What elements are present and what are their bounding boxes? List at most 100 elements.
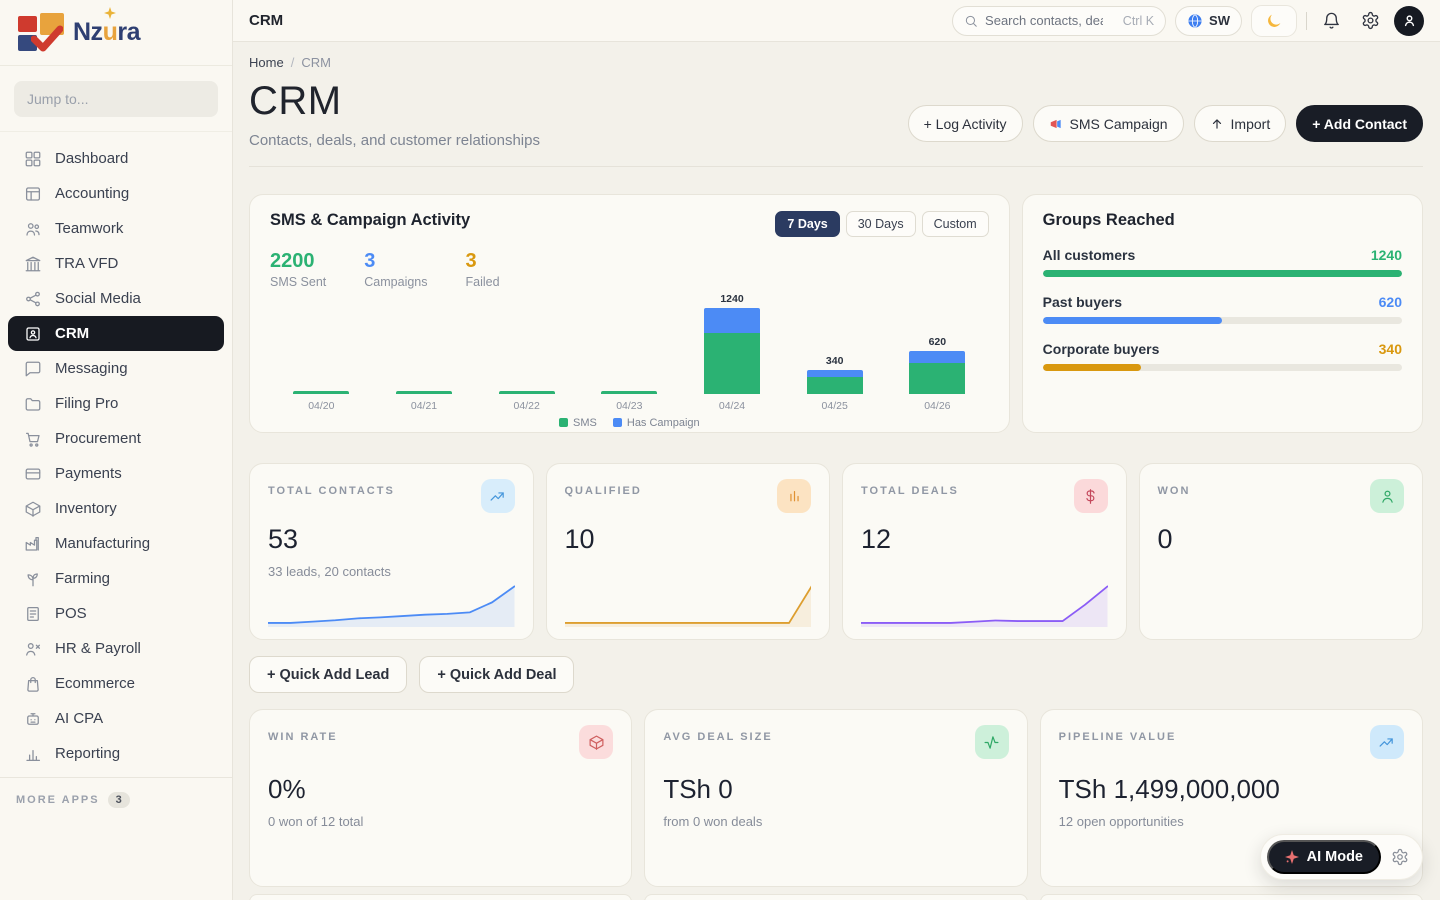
- settings-button[interactable]: [1355, 6, 1385, 36]
- trend-up-icon: [1369, 725, 1404, 759]
- bar-04/21: 04/21: [373, 293, 476, 415]
- win-rate-sub: 0 won of 12 total: [268, 814, 364, 829]
- user-x-icon: [24, 640, 42, 658]
- sidebar-item-hr-payroll[interactable]: HR & Payroll: [8, 631, 224, 666]
- qualified-sparkline: [565, 581, 812, 627]
- sidebar-item-messaging[interactable]: Messaging: [8, 351, 224, 386]
- sidebar-item-ecommerce[interactable]: Ecommerce: [8, 666, 224, 701]
- sidebar-item-payments[interactable]: Payments: [8, 456, 224, 491]
- global-search[interactable]: Ctrl K: [952, 5, 1167, 36]
- bar-chart-icon: [24, 745, 42, 763]
- sidebar-item-filing-pro[interactable]: Filing Pro: [8, 386, 224, 421]
- more-apps-count-badge: 3: [107, 792, 130, 808]
- groups-reached-card: Groups Reached All customers 1240 Past buy…: [1021, 194, 1423, 433]
- sidebar-item-accounting[interactable]: Accounting: [8, 176, 224, 211]
- bar-04/25: 340 04/25: [783, 293, 886, 415]
- chart-legend: SMS Has Campaign: [270, 417, 989, 431]
- add-contact-button[interactable]: + Add Contact: [1296, 105, 1423, 142]
- dark-mode-toggle[interactable]: [1251, 4, 1297, 37]
- person-icon: [1370, 479, 1404, 513]
- range-custom[interactable]: Custom: [921, 211, 989, 237]
- sidebar-item-inventory[interactable]: Inventory: [8, 491, 224, 526]
- sidebar-item-tra-vfd[interactable]: TRA VFD: [8, 246, 224, 281]
- sms-card-title: SMS & Campaign Activity: [270, 211, 471, 229]
- win-rate-value: 0%: [268, 774, 306, 804]
- notifications-button[interactable]: [1316, 6, 1346, 36]
- quick-add-lead-button[interactable]: + Quick Add Lead: [249, 656, 408, 693]
- package-icon: [579, 725, 614, 759]
- user-avatar[interactable]: [1394, 5, 1424, 36]
- sidebar-item-social-media[interactable]: Social Media: [8, 281, 224, 316]
- topbar-divider: [1306, 11, 1307, 30]
- app-logo[interactable]: Nz ura: [0, 0, 232, 66]
- sparkle-icon: [1284, 850, 1299, 864]
- sidebar-item-farming[interactable]: Farming: [8, 561, 224, 596]
- sidebar-item-ai-cpa[interactable]: AI CPA: [8, 701, 224, 736]
- sms-sent-stat: 2200 SMS Sent: [270, 250, 327, 289]
- import-button[interactable]: Import: [1193, 105, 1287, 142]
- search-icon: [965, 15, 977, 27]
- bar-04/23: 04/23: [578, 293, 681, 415]
- group-row: Corporate buyers 340: [1042, 341, 1402, 371]
- cart-icon: [24, 430, 42, 448]
- group-row: Past buyers 620: [1042, 294, 1402, 324]
- sidebar-item-crm[interactable]: CRM: [8, 316, 224, 351]
- plant-icon: [24, 570, 42, 588]
- bell-icon: [1323, 12, 1339, 29]
- language-switcher[interactable]: SW: [1175, 5, 1242, 36]
- share-icon: [24, 290, 42, 308]
- robot-icon: [24, 710, 42, 728]
- bank-icon: [24, 255, 42, 273]
- log-activity-button[interactable]: + Log Activity: [907, 105, 1023, 142]
- sidebar-item-pos[interactable]: POS: [8, 596, 224, 631]
- breadcrumb-home-link[interactable]: Home: [249, 55, 284, 70]
- range-30-days[interactable]: 30 Days: [845, 211, 916, 237]
- sidebar-item-dashboard[interactable]: Dashboard: [8, 141, 224, 176]
- search-shortcut: Ctrl K: [1122, 13, 1155, 28]
- package-icon: [24, 500, 42, 518]
- avg-deal-size-value: TSh 0: [663, 774, 733, 804]
- page-title: CRM: [249, 79, 342, 123]
- won-card: Won 0: [1138, 463, 1423, 640]
- credit-card-icon: [24, 465, 42, 483]
- sms-legend-swatch: [559, 418, 569, 428]
- bar-chart-icon: [777, 479, 811, 513]
- dashboard-icon: [24, 150, 42, 168]
- sidebar-item-reporting[interactable]: Reporting: [8, 736, 224, 771]
- bar-04/22: 04/22: [475, 293, 578, 415]
- more-apps-toggle[interactable]: More Apps 3: [0, 777, 232, 822]
- folder-icon: [24, 395, 42, 413]
- sidebar-item-procurement[interactable]: Procurement: [8, 421, 224, 456]
- total-contacts-sub: 33 leads, 20 contacts: [268, 564, 391, 579]
- logo-sparkle-icon: u: [103, 7, 118, 46]
- ai-settings-button[interactable]: [1391, 848, 1409, 866]
- quick-add-deal-button[interactable]: + Quick Add Deal: [419, 656, 575, 693]
- sidebar-item-manufacturing[interactable]: Manufacturing: [8, 526, 224, 561]
- factory-icon: [24, 535, 42, 553]
- bar-04/26: 620 04/26: [886, 293, 989, 415]
- ai-mode-button[interactable]: AI Mode: [1266, 840, 1381, 874]
- sidebar-item-teamwork[interactable]: Teamwork: [8, 211, 224, 246]
- search-input[interactable]: [985, 13, 1104, 28]
- deals-sparkline: [861, 581, 1108, 627]
- groups-card-title: Groups Reached: [1042, 211, 1175, 229]
- pipeline-value-value: TSh 1,499,000,000: [1058, 774, 1280, 804]
- sms-campaign-button[interactable]: SMS Campaign: [1032, 105, 1184, 142]
- gear-icon: [1362, 11, 1378, 30]
- ledger-icon: [24, 185, 42, 203]
- sidebar-nav: Dashboard Accounting Teamwork TRA VFD So…: [0, 132, 232, 771]
- total-deals-value: 12: [861, 524, 892, 554]
- groups-rows: All customers 1240 Past buyers 620 Corporate…: [1042, 247, 1402, 371]
- globe-icon: [1188, 13, 1202, 28]
- range-7-days[interactable]: 7 Days: [775, 211, 840, 237]
- qualified-card: Qualified 10: [545, 463, 830, 640]
- moon-icon: [1268, 14, 1281, 27]
- topbar: CRM Ctrl K SW: [233, 0, 1440, 42]
- arrow-up-icon: [1212, 118, 1221, 129]
- shopping-bag-icon: [24, 675, 42, 693]
- jump-to-input[interactable]: [14, 81, 218, 117]
- bar-04/20: 04/20: [270, 293, 373, 415]
- chat-bubble-icon: [24, 360, 42, 378]
- total-contacts-value: 53: [268, 524, 299, 554]
